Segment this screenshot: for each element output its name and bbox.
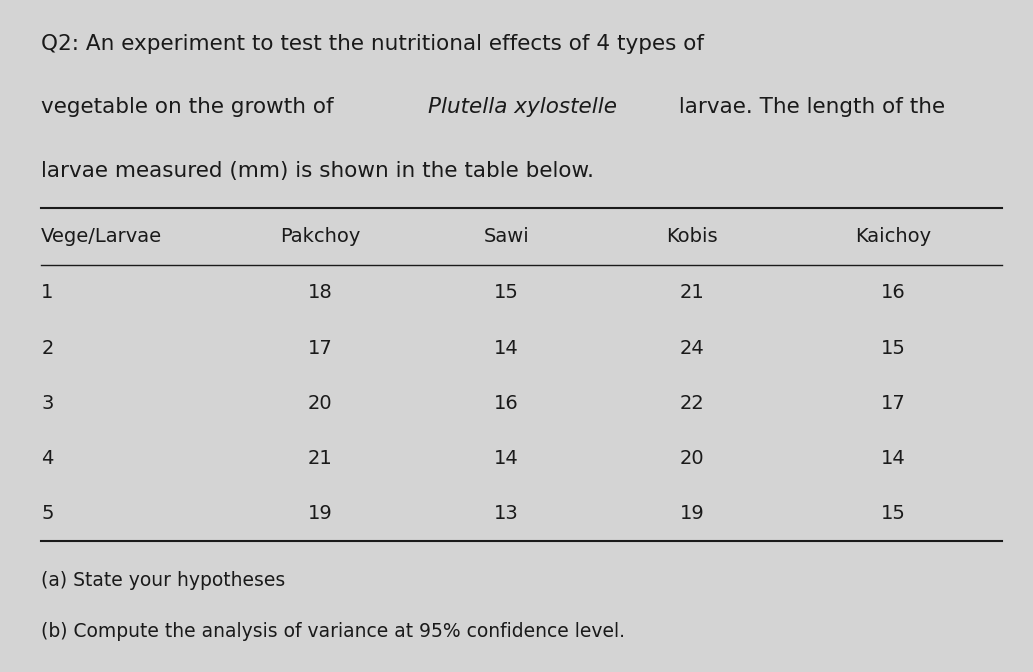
Text: 3: 3 bbox=[41, 394, 54, 413]
Text: Vege/Larvae: Vege/Larvae bbox=[41, 227, 162, 247]
Text: 18: 18 bbox=[308, 284, 333, 302]
Text: 20: 20 bbox=[680, 449, 705, 468]
Text: larvae measured (mm) is shown in the table below.: larvae measured (mm) is shown in the tab… bbox=[41, 161, 594, 181]
Text: 1: 1 bbox=[41, 284, 54, 302]
Text: 14: 14 bbox=[494, 449, 519, 468]
Text: 15: 15 bbox=[881, 339, 906, 358]
Text: Plutella xylostelle: Plutella xylostelle bbox=[428, 97, 617, 118]
Text: (a) State your hypotheses: (a) State your hypotheses bbox=[41, 571, 285, 590]
Text: 24: 24 bbox=[680, 339, 705, 358]
Text: Q2: An experiment to test the nutritional effects of 4 types of: Q2: An experiment to test the nutritiona… bbox=[41, 34, 705, 54]
Text: 15: 15 bbox=[494, 284, 519, 302]
Text: 19: 19 bbox=[308, 504, 333, 523]
Text: vegetable on the growth of: vegetable on the growth of bbox=[41, 97, 341, 118]
Text: (b) Compute the analysis of variance at 95% confidence level.: (b) Compute the analysis of variance at … bbox=[41, 622, 625, 640]
Text: 13: 13 bbox=[494, 504, 519, 523]
Text: Kaichoy: Kaichoy bbox=[855, 227, 932, 247]
Text: 20: 20 bbox=[308, 394, 333, 413]
Text: 14: 14 bbox=[494, 339, 519, 358]
Text: larvae. The length of the: larvae. The length of the bbox=[671, 97, 945, 118]
Text: 16: 16 bbox=[881, 284, 906, 302]
Text: 22: 22 bbox=[680, 394, 705, 413]
Text: 14: 14 bbox=[881, 449, 906, 468]
Text: Pakchoy: Pakchoy bbox=[280, 227, 361, 247]
Text: 21: 21 bbox=[308, 449, 333, 468]
Text: 17: 17 bbox=[881, 394, 906, 413]
Text: 15: 15 bbox=[881, 504, 906, 523]
Text: 19: 19 bbox=[680, 504, 705, 523]
Text: Kobis: Kobis bbox=[666, 227, 718, 247]
Text: Sawi: Sawi bbox=[483, 227, 529, 247]
Text: 2: 2 bbox=[41, 339, 54, 358]
Text: 21: 21 bbox=[680, 284, 705, 302]
Text: 4: 4 bbox=[41, 449, 54, 468]
Text: 5: 5 bbox=[41, 504, 54, 523]
Text: 16: 16 bbox=[494, 394, 519, 413]
Text: 17: 17 bbox=[308, 339, 333, 358]
